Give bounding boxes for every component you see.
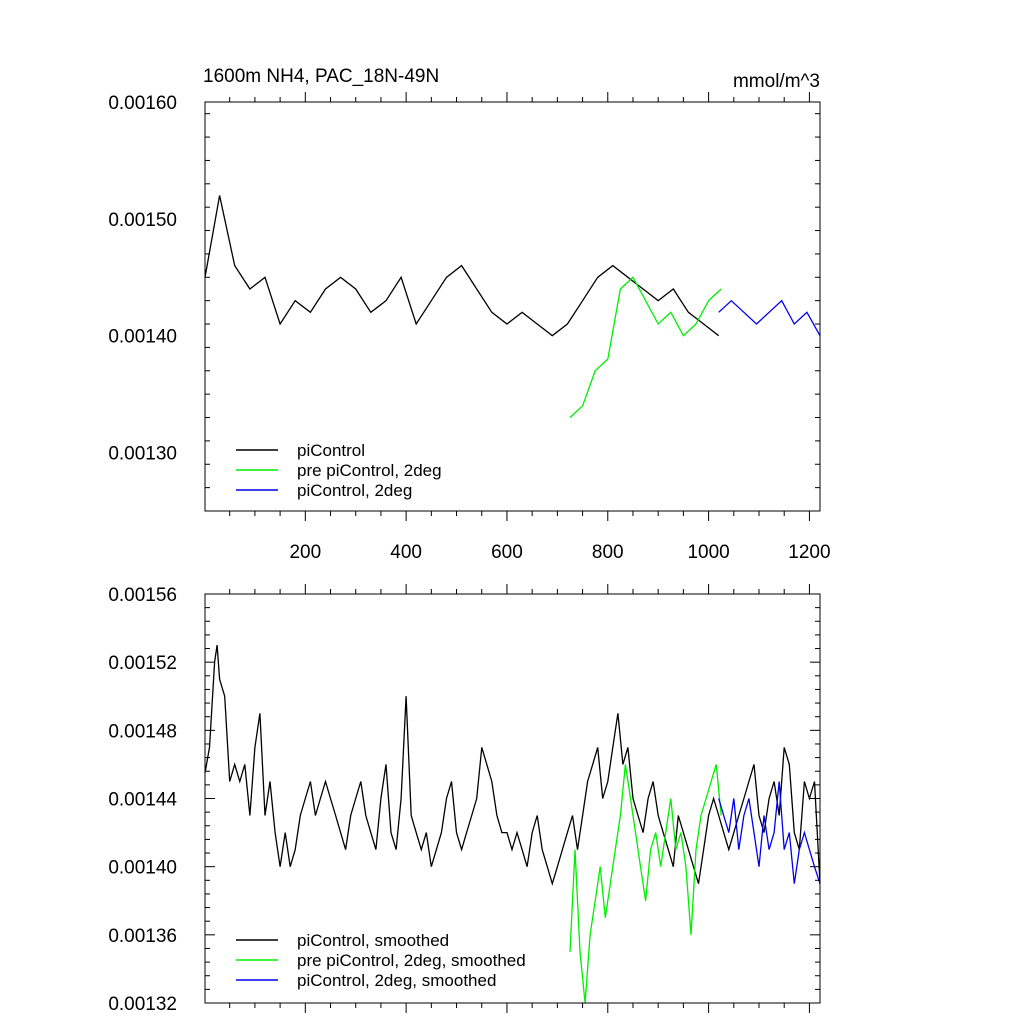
x-tick-label: 600 — [491, 542, 523, 563]
series-line-0-2 — [718, 299, 821, 337]
series-line-1-0 — [204, 645, 821, 886]
legend-label: piControl, 2deg — [297, 481, 412, 500]
legend-label: pre piControl, 2deg — [297, 461, 442, 480]
units-label: mmol/m^3 — [733, 71, 820, 92]
y-tick-label: 0.00148 — [108, 721, 177, 742]
y-tick-label: 0.00140 — [108, 858, 177, 879]
y-tick-label: 0.00132 — [108, 994, 177, 1015]
plot-frame-0 — [204, 101, 821, 512]
y-tick-label: 0.00130 — [108, 444, 177, 465]
series-line-1-2 — [718, 781, 821, 884]
x-tick-label: 800 — [592, 542, 624, 563]
y-tick-label: 0.00156 — [108, 585, 177, 606]
y-tick-label: 0.00140 — [108, 327, 177, 348]
y-tick-label: 0.00144 — [108, 790, 177, 811]
legend-label: piControl, 2deg, smoothed — [297, 971, 496, 990]
series-line-0-0 — [204, 195, 720, 337]
x-tick-label: 1000 — [687, 542, 729, 563]
legend-label: piControl — [297, 441, 365, 460]
y-tick-label: 0.00150 — [108, 210, 177, 231]
x-tick-label: 200 — [289, 542, 321, 563]
x-tick-label: 400 — [390, 542, 422, 563]
series-line-0-1 — [569, 276, 722, 418]
y-tick-label: 0.00160 — [108, 93, 177, 114]
bottom-panel: 0.00132 0.00136 0.00140 0.00144 0.00148 0.001… — [108, 584, 821, 1015]
y-tick-label: 0.00152 — [108, 653, 177, 674]
top-panel: 200 400 600 800 1000 1200 0.00130 0.00140 0.0015… — [108, 92, 831, 563]
legend-label: pre piControl, 2deg, smoothed — [297, 951, 526, 970]
y-tick-label: 0.00136 — [108, 926, 177, 947]
chart-title: 1600m NH4, PAC_18N-49N — [203, 66, 439, 87]
series-line-1-1 — [569, 764, 722, 1004]
legend-label: piControl, smoothed — [297, 931, 449, 950]
x-tick-label: 1200 — [788, 542, 830, 563]
